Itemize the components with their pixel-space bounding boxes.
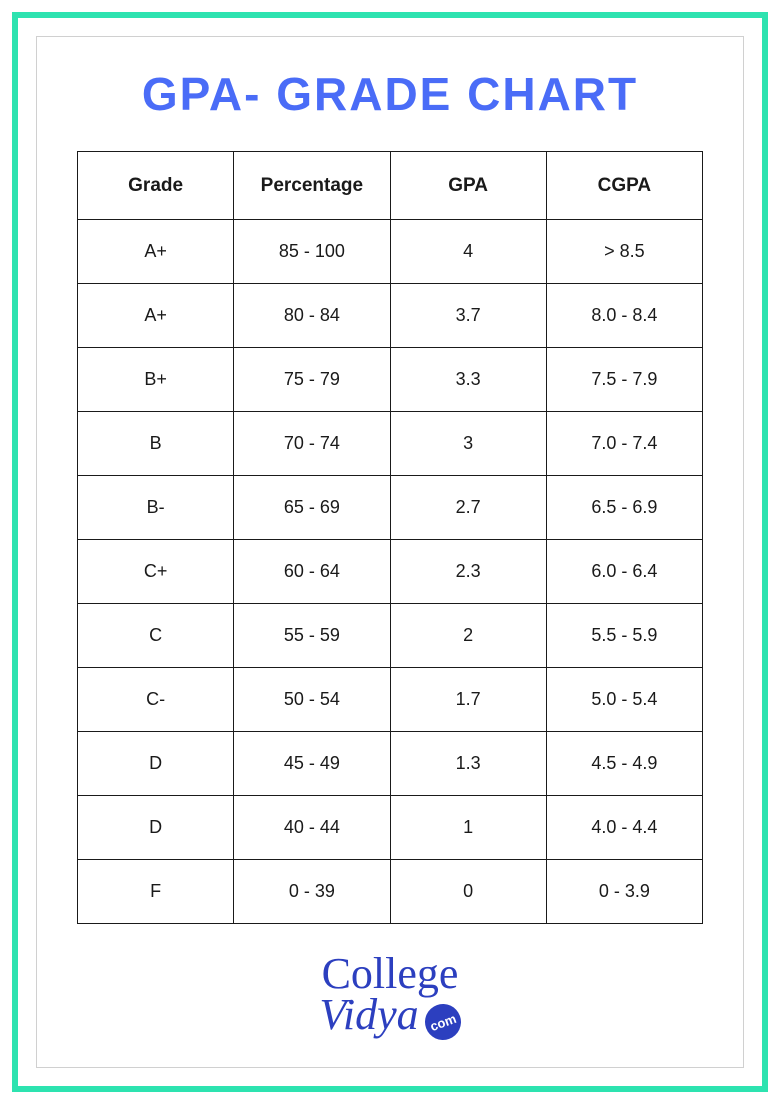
table-header: Grade Percentage GPA CGPA (78, 152, 703, 220)
table-cell: 6.0 - 6.4 (546, 540, 702, 604)
col-gpa: GPA (390, 152, 546, 220)
table-header-row: Grade Percentage GPA CGPA (78, 152, 703, 220)
table-cell: 60 - 64 (234, 540, 390, 604)
outer-border: GPA- GRADE CHART Grade Percentage GPA CG… (12, 12, 768, 1092)
table-cell: 50 - 54 (234, 668, 390, 732)
table-row: F0 - 3900 - 3.9 (78, 860, 703, 924)
table-cell: 0 - 3.9 (546, 860, 702, 924)
table-cell: 0 (390, 860, 546, 924)
table-cell: 40 - 44 (234, 796, 390, 860)
table-row: C+60 - 642.36.0 - 6.4 (78, 540, 703, 604)
table-cell: 4.0 - 4.4 (546, 796, 702, 860)
table-cell: D (78, 732, 234, 796)
table-cell: C+ (78, 540, 234, 604)
table-cell: A+ (78, 284, 234, 348)
logo-text-line2: Vidya (319, 993, 418, 1037)
table-row: C-50 - 541.75.0 - 5.4 (78, 668, 703, 732)
table-cell: B- (78, 476, 234, 540)
table-cell: 2 (390, 604, 546, 668)
table-cell: 70 - 74 (234, 412, 390, 476)
table-cell: C- (78, 668, 234, 732)
table-cell: D (78, 796, 234, 860)
table-cell: 55 - 59 (234, 604, 390, 668)
table-cell: 2.7 (390, 476, 546, 540)
table-cell: 80 - 84 (234, 284, 390, 348)
table-cell: A+ (78, 220, 234, 284)
table-row: C55 - 5925.5 - 5.9 (78, 604, 703, 668)
table-cell: 0 - 39 (234, 860, 390, 924)
table-row: D45 - 491.34.5 - 4.9 (78, 732, 703, 796)
table-cell: 3.7 (390, 284, 546, 348)
table-cell: C (78, 604, 234, 668)
table-row: A+85 - 1004> 8.5 (78, 220, 703, 284)
table-cell: 7.0 - 7.4 (546, 412, 702, 476)
page-title: GPA- GRADE CHART (142, 67, 638, 121)
table-cell: 85 - 100 (234, 220, 390, 284)
col-percentage: Percentage (234, 152, 390, 220)
table-cell: 6.5 - 6.9 (546, 476, 702, 540)
table-cell: 75 - 79 (234, 348, 390, 412)
table-cell: > 8.5 (546, 220, 702, 284)
table-cell: 2.3 (390, 540, 546, 604)
table-cell: 5.0 - 5.4 (546, 668, 702, 732)
brand-logo: College Vidya com (319, 952, 460, 1040)
table-cell: B+ (78, 348, 234, 412)
table-cell: 1.7 (390, 668, 546, 732)
table-row: B70 - 7437.0 - 7.4 (78, 412, 703, 476)
inner-panel: GPA- GRADE CHART Grade Percentage GPA CG… (36, 36, 744, 1068)
col-grade: Grade (78, 152, 234, 220)
logo-line2-wrap: Vidya com (319, 990, 460, 1040)
table-cell: 4 (390, 220, 546, 284)
table-cell: 8.0 - 8.4 (546, 284, 702, 348)
table-cell: 65 - 69 (234, 476, 390, 540)
table-row: A+80 - 843.78.0 - 8.4 (78, 284, 703, 348)
table-cell: 3 (390, 412, 546, 476)
table-cell: 5.5 - 5.9 (546, 604, 702, 668)
table-row: B+75 - 793.37.5 - 7.9 (78, 348, 703, 412)
col-cgpa: CGPA (546, 152, 702, 220)
table-row: B-65 - 692.76.5 - 6.9 (78, 476, 703, 540)
table-cell: 4.5 - 4.9 (546, 732, 702, 796)
grade-table: Grade Percentage GPA CGPA A+85 - 1004> 8… (77, 151, 703, 924)
table-body: A+85 - 1004> 8.5A+80 - 843.78.0 - 8.4B+7… (78, 220, 703, 924)
table-cell: 7.5 - 7.9 (546, 348, 702, 412)
table-cell: 45 - 49 (234, 732, 390, 796)
table-cell: 3.3 (390, 348, 546, 412)
table-cell: B (78, 412, 234, 476)
table-row: D40 - 4414.0 - 4.4 (78, 796, 703, 860)
table-cell: F (78, 860, 234, 924)
table-cell: 1.3 (390, 732, 546, 796)
logo-badge-icon: com (420, 999, 466, 1045)
table-cell: 1 (390, 796, 546, 860)
